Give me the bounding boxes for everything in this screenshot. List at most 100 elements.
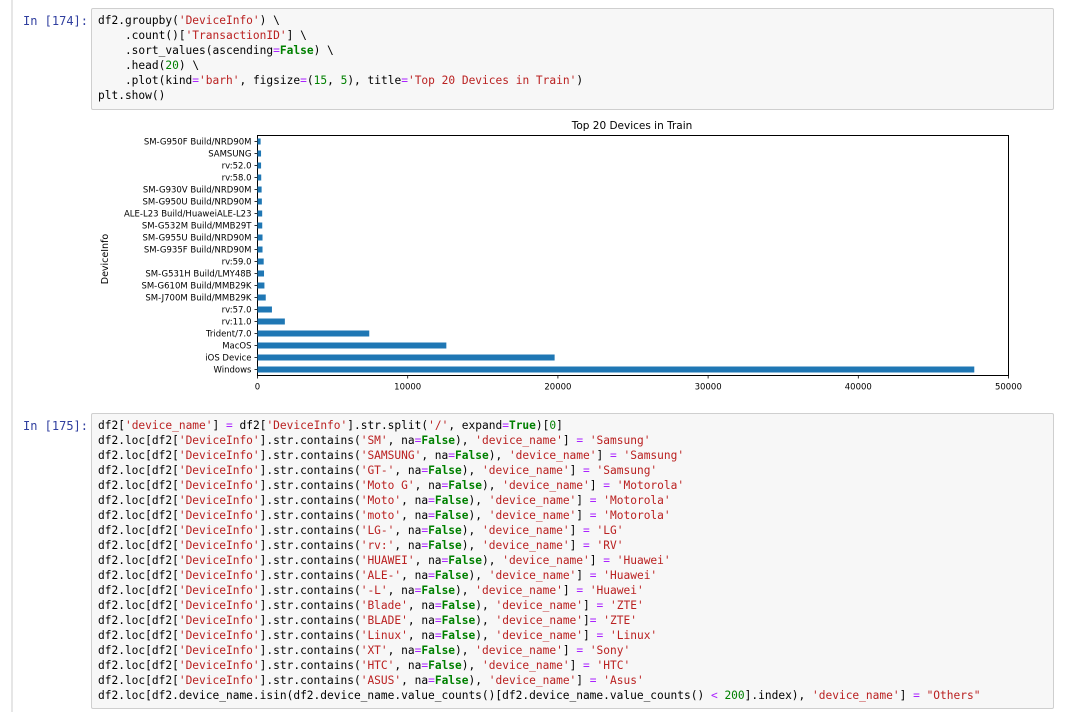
code-token: =	[434, 599, 442, 612]
code-token: df2.loc[df2[	[98, 659, 179, 672]
cell-175-code[interactable]: df2['device_name'] = df2['DeviceInfo'].s…	[98, 418, 980, 703]
code-line: df2.loc[df2['DeviceInfo'].str.contains('…	[98, 538, 980, 553]
code-token	[590, 659, 597, 672]
x-tick-label: 40000	[845, 383, 872, 393]
code-token	[583, 584, 590, 597]
code-token: , na	[401, 569, 429, 582]
x-tick-label: 50000	[995, 383, 1022, 393]
code-token	[603, 629, 610, 642]
code-token: =	[589, 509, 597, 522]
code-token: 'Asus'	[603, 674, 644, 687]
code-token: ]	[589, 479, 604, 492]
code-line: df2.loc[df2['DeviceInfo'].str.contains('…	[98, 583, 980, 598]
code-line: df2.loc[df2['DeviceInfo'].str.contains('…	[98, 658, 980, 673]
code-token: 'rv:'	[360, 539, 395, 552]
code-token: ]	[583, 614, 590, 627]
code-token	[610, 479, 617, 492]
code-token: , na	[394, 524, 422, 537]
bar	[257, 306, 272, 313]
code-token: df2.loc[df2[	[98, 509, 179, 522]
code-token: =	[401, 74, 408, 87]
code-token: , figsize	[239, 74, 301, 87]
bar	[257, 162, 262, 169]
code-token: 15	[313, 74, 328, 87]
code-token: 'HUAWEI'	[360, 554, 415, 567]
code-token: =	[441, 479, 449, 492]
code-token: 'device_name'	[488, 569, 577, 582]
code-token: 'HTC'	[596, 659, 631, 672]
y-tick-label: rv:59.0	[222, 258, 252, 268]
code-token: , na	[401, 494, 429, 507]
code-token: ]	[589, 554, 604, 567]
cell-174-code[interactable]: df2.groupby('DeviceInfo') \ .count()['Tr…	[98, 13, 583, 103]
code-token: 'Sony'	[589, 644, 631, 657]
code-line: df2.loc[df2['DeviceInfo'].str.contains('…	[98, 433, 980, 448]
code-token: .sort_values(ascending	[98, 44, 274, 57]
code-token: =	[414, 584, 422, 597]
code-token: =	[421, 539, 429, 552]
bar	[257, 330, 370, 337]
code-token: ]	[569, 464, 584, 477]
code-token: =	[428, 569, 435, 582]
code-token: False	[455, 449, 489, 462]
code-token: 'XT'	[360, 644, 388, 657]
code-token: df2.loc[df2[	[98, 539, 179, 552]
code-token: )[	[535, 419, 550, 432]
cell-175-input[interactable]: df2['device_name'] = df2['DeviceInfo'].s…	[91, 413, 1054, 709]
code-line: df2.loc[df2['DeviceInfo'].str.contains('…	[98, 673, 980, 688]
code-token: =	[596, 629, 604, 642]
code-token: 20	[165, 59, 179, 72]
code-token: =	[583, 539, 590, 552]
code-token: )	[576, 74, 584, 87]
y-tick-label: rv:11.0	[222, 318, 252, 328]
code-token: , na	[414, 554, 442, 567]
bar	[257, 258, 264, 265]
code-line: df2.loc[df2['DeviceInfo'].str.contains('…	[98, 613, 980, 628]
code-token: ) \	[178, 59, 200, 72]
code-token: ,	[327, 74, 341, 87]
code-token: ]	[576, 509, 590, 522]
code-token: ].str.contains(	[259, 464, 361, 477]
code-line: df2.loc[df2['DeviceInfo'].str.contains('…	[98, 508, 980, 523]
code-token: df2.loc[df2.device_name.isin(df2.device_…	[98, 689, 711, 702]
bar	[257, 198, 262, 205]
code-token: ]	[596, 449, 610, 462]
cell-174-input[interactable]: df2.groupby('DeviceInfo') \ .count()['Tr…	[91, 8, 1054, 110]
code-token: 'device_name'	[482, 539, 570, 552]
code-token: =	[502, 419, 509, 432]
code-line: .head(20) \	[98, 58, 583, 73]
code-token: ]	[583, 629, 597, 642]
code-token: True	[508, 419, 536, 432]
code-token: 'device_name'	[502, 479, 590, 492]
code-token: ]	[562, 584, 577, 597]
bar	[257, 366, 975, 373]
code-token: False	[421, 644, 456, 657]
code-token: ]	[569, 524, 584, 537]
code-token: ].str.contains(	[259, 539, 361, 552]
bar	[257, 342, 447, 349]
code-token: 'DeviceInfo'	[178, 449, 260, 462]
code-token: 'Linux'	[360, 629, 408, 642]
code-token: =	[913, 689, 920, 702]
bar	[257, 138, 261, 145]
code-token: False	[441, 629, 476, 642]
code-token: ].str.contains(	[259, 644, 361, 657]
y-tick-label: SM-G950U Build/NRD90M	[142, 198, 251, 208]
code-line: df2['device_name'] = df2['DeviceInfo'].s…	[98, 418, 980, 433]
code-token: =	[421, 464, 429, 477]
code-token: 'device_name'	[488, 509, 577, 522]
code-token: df2.loc[df2[	[98, 464, 179, 477]
code-token: 'DeviceInfo'	[178, 494, 260, 507]
code-token: ),	[461, 659, 482, 672]
code-token: ].str.contains(	[259, 554, 361, 567]
x-tick-label: 30000	[695, 383, 722, 393]
code-token: "Others"	[926, 689, 981, 702]
code-token: 5	[340, 74, 348, 87]
code-token: df2.loc[df2[	[98, 644, 179, 657]
code-token: =	[576, 644, 584, 657]
code-token: , na	[407, 599, 435, 612]
code-token: 'DeviceInfo'	[266, 419, 348, 432]
y-tick-label: SM-G955U Build/NRD90M	[142, 234, 251, 244]
code-token: 'ZTE'	[610, 599, 644, 612]
code-line: df2.groupby('DeviceInfo') \	[98, 13, 583, 28]
